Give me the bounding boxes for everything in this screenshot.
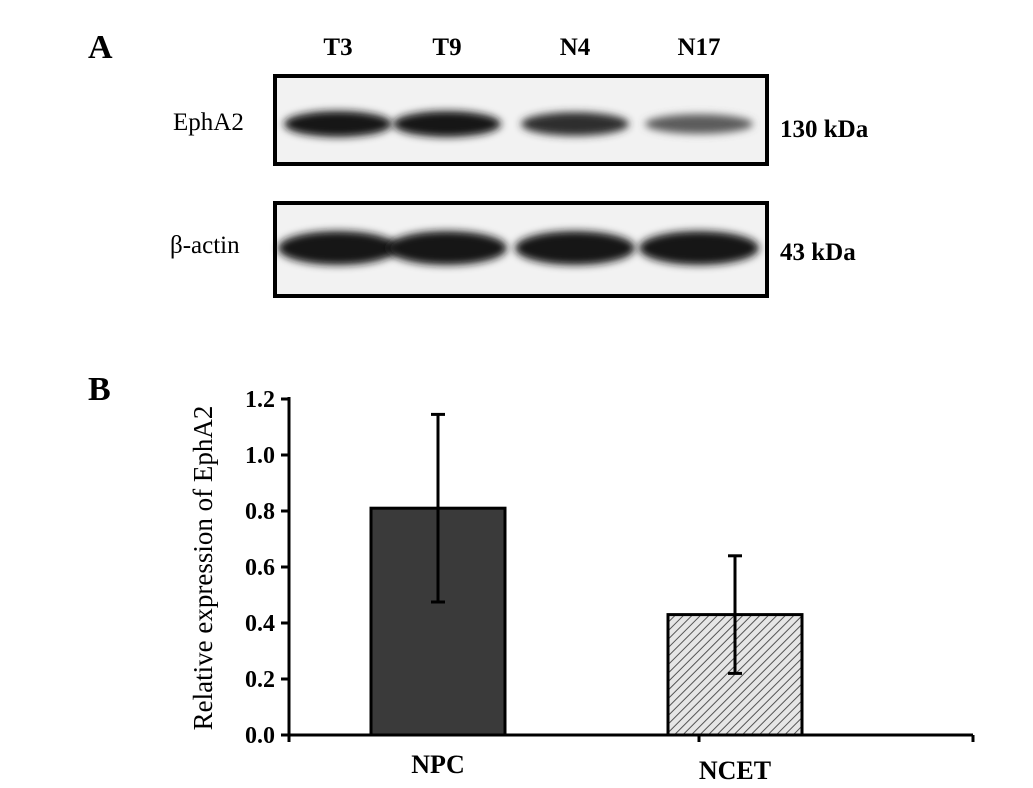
- lane-labels: T3 T9 N4 N17: [323, 34, 720, 61]
- blot-band: [387, 231, 507, 265]
- panel-a-label: A: [88, 29, 113, 66]
- blot-band: [278, 231, 398, 265]
- blot-row-label: β-actin: [170, 232, 240, 259]
- ephA2-bands: [284, 111, 753, 137]
- x-category-label: NCET: [699, 756, 771, 785]
- y-axis-title: Relative expression of EphA2: [188, 406, 218, 731]
- lane-label: N17: [677, 34, 720, 61]
- blot-band: [639, 231, 759, 265]
- y-tick-label: 0.8: [245, 499, 275, 525]
- x-category-label: NPC: [411, 750, 464, 779]
- y-tick-label: 0.2: [245, 667, 275, 693]
- lane-label: T9: [432, 34, 461, 61]
- y-tick-label: 1.2: [245, 387, 275, 413]
- y-tick-label: 0.0: [245, 723, 275, 749]
- beta-actin-bands: [278, 231, 759, 265]
- y-tick-label: 1.0: [245, 443, 275, 469]
- blot-band: [521, 112, 629, 136]
- blot-size-label: 43 kDa: [780, 239, 856, 266]
- y-tick-label: 0.4: [245, 611, 275, 637]
- bar-chart: 0.0 0.2 0.4 0.6 0.8 1.0 1.2 NPC NCET: [245, 387, 975, 785]
- y-tick-label: 0.6: [245, 555, 275, 581]
- lane-label: T3: [323, 34, 352, 61]
- error-bar: [431, 412, 445, 604]
- blot-band: [645, 114, 753, 134]
- blot-row-label: EphA2: [173, 109, 244, 136]
- blot-band: [515, 231, 635, 265]
- blot-size-label: 130 kDa: [780, 116, 869, 143]
- error-bar: [728, 554, 742, 675]
- panel-b-label: B: [88, 371, 111, 408]
- lane-label: N4: [560, 34, 591, 61]
- blot-band: [393, 111, 501, 137]
- blot-band: [284, 111, 392, 137]
